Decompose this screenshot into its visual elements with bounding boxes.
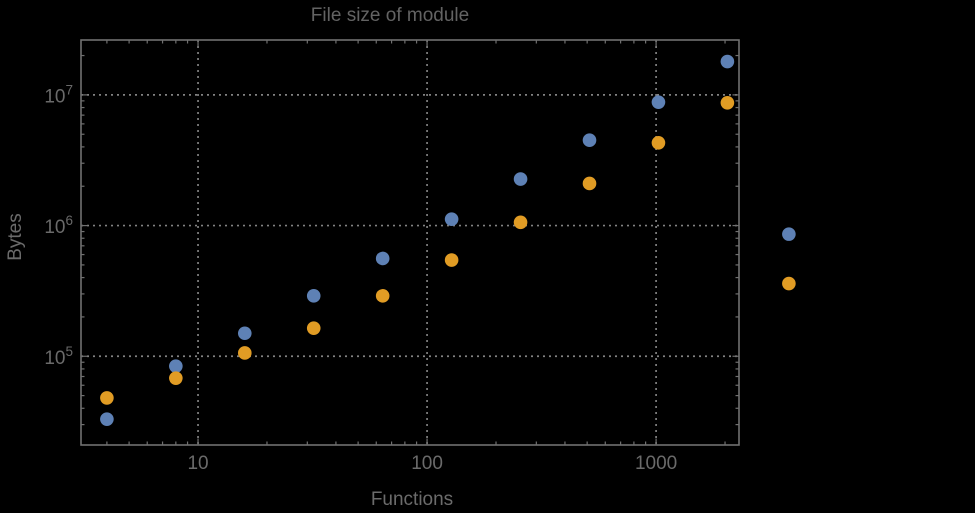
data-point-series-1-blue [100,412,114,426]
x-tick-label: 10 [187,453,208,474]
data-point-series-2-orange [720,95,735,110]
data-point-series-2-orange [651,135,666,150]
data-point-series-2-orange [782,276,796,291]
data-point-series-2-orange [237,346,252,360]
data-point-series-1-blue [169,359,183,373]
data-point-series-2-orange [169,371,183,385]
y-axis-label: Bytes [5,213,26,261]
chart-title: File size of module [310,5,470,26]
data-point-series-1-blue [306,289,321,303]
data-point-series-1-blue [375,251,390,266]
data-point-series-2-orange [100,391,114,405]
data-point-series-1-blue [720,54,735,69]
data-point-series-1-blue [582,133,597,148]
data-point-series-1-blue [782,227,796,241]
y-tick-label: 107 [44,82,73,107]
data-point-series-2-orange [513,215,528,230]
data-point-series-2-orange [375,289,390,303]
data-point-series-1-blue [651,95,666,109]
data-point-series-1-blue [237,326,252,341]
data-point-series-2-orange [582,176,597,191]
data-point-series-2-orange [306,321,321,335]
y-tick-label: 106 [44,213,73,238]
x-axis-label: Functions [370,489,454,510]
x-tick-label: 1000 [635,453,677,474]
data-point-series-1-blue [444,212,459,226]
plot-frame [80,39,740,446]
y-tick-label: 105 [44,344,73,369]
x-tick-label: 100 [411,453,443,474]
data-point-series-2-orange [444,253,459,267]
data-point-series-1-blue [513,172,528,186]
